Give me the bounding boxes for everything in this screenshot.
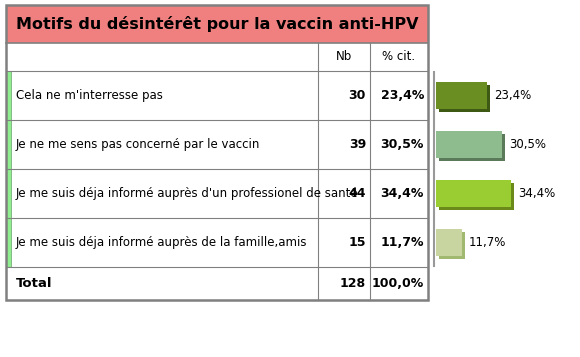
Text: 30,5%: 30,5% (380, 138, 424, 151)
Text: Je ne me sens pas concerné par le vaccin: Je ne me sens pas concerné par le vaccin (16, 138, 260, 151)
Bar (6, 43, 428, 71)
Text: 23,4%: 23,4% (380, 89, 424, 102)
Text: 11,7%: 11,7% (380, 236, 424, 249)
Bar (439, 232, 465, 259)
Bar (6, 71, 11, 120)
Bar (6, 169, 428, 218)
Text: 34,4%: 34,4% (380, 187, 424, 200)
Text: Motifs du désintérêt pour la vaccin anti-HPV: Motifs du désintérêt pour la vaccin anti… (16, 16, 418, 32)
Bar (6, 267, 428, 300)
Text: % cit.: % cit. (382, 50, 415, 64)
Text: 39: 39 (349, 138, 366, 151)
Text: 34,4%: 34,4% (518, 187, 555, 200)
Text: 30,5%: 30,5% (509, 138, 546, 151)
Text: 44: 44 (349, 187, 366, 200)
Bar (6, 120, 11, 169)
Bar (6, 120, 428, 169)
Bar (6, 169, 11, 218)
Bar (6, 5, 428, 300)
Text: Je me suis déja informé auprès de la famille,amis: Je me suis déja informé auprès de la fam… (16, 236, 307, 249)
Bar (439, 183, 514, 210)
Text: 15: 15 (349, 236, 366, 249)
Bar (436, 229, 462, 256)
Text: 128: 128 (340, 277, 366, 290)
Bar (6, 218, 11, 267)
Bar (6, 71, 428, 120)
Bar (439, 85, 490, 112)
Bar (6, 218, 428, 267)
Bar (436, 131, 502, 158)
Bar (436, 82, 487, 109)
Text: 23,4%: 23,4% (494, 89, 531, 102)
Bar (439, 134, 506, 161)
Text: 11,7%: 11,7% (469, 236, 506, 249)
Text: Total: Total (16, 277, 53, 290)
Text: Cela ne m'interresse pas: Cela ne m'interresse pas (16, 89, 163, 102)
Text: 100,0%: 100,0% (372, 277, 424, 290)
Bar (6, 5, 428, 43)
Text: Nb: Nb (336, 50, 352, 64)
Text: Je me suis déja informé auprès d'un professionel de santé: Je me suis déja informé auprès d'un prof… (16, 187, 358, 200)
Text: 30: 30 (349, 89, 366, 102)
Bar (436, 180, 511, 207)
